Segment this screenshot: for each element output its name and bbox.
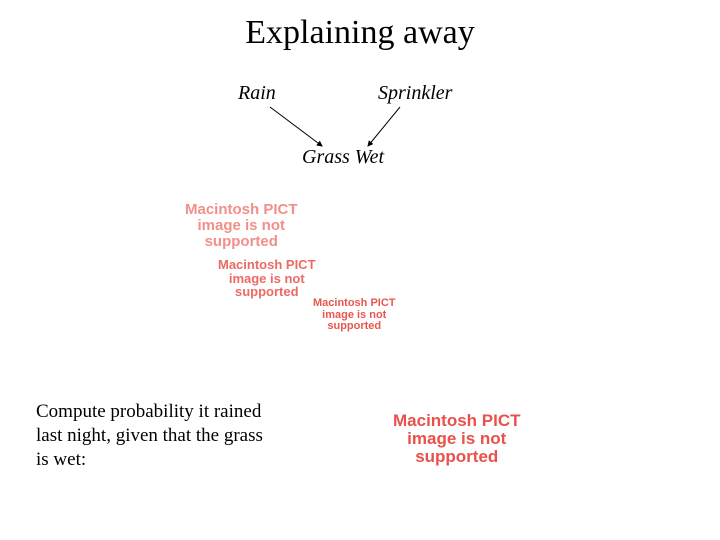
page-title: Explaining away	[0, 14, 720, 52]
node-rain: Rain	[238, 82, 276, 105]
edge-sprinkler-grasswet	[368, 107, 400, 146]
pict-error-3: Macintosh PICT image is not supported	[313, 298, 396, 333]
pict-error-1: Macintosh PICT image is not supported	[185, 202, 298, 249]
pict-error-2: Macintosh PICT image is not supported	[218, 258, 316, 299]
edge-rain-grasswet	[270, 107, 322, 146]
explain-text: Compute probability it rained last night…	[36, 400, 266, 471]
node-grasswet: Grass Wet	[302, 146, 384, 169]
pict-error-4: Macintosh PICT image is not supported	[393, 412, 521, 466]
node-sprinkler: Sprinkler	[378, 82, 452, 105]
